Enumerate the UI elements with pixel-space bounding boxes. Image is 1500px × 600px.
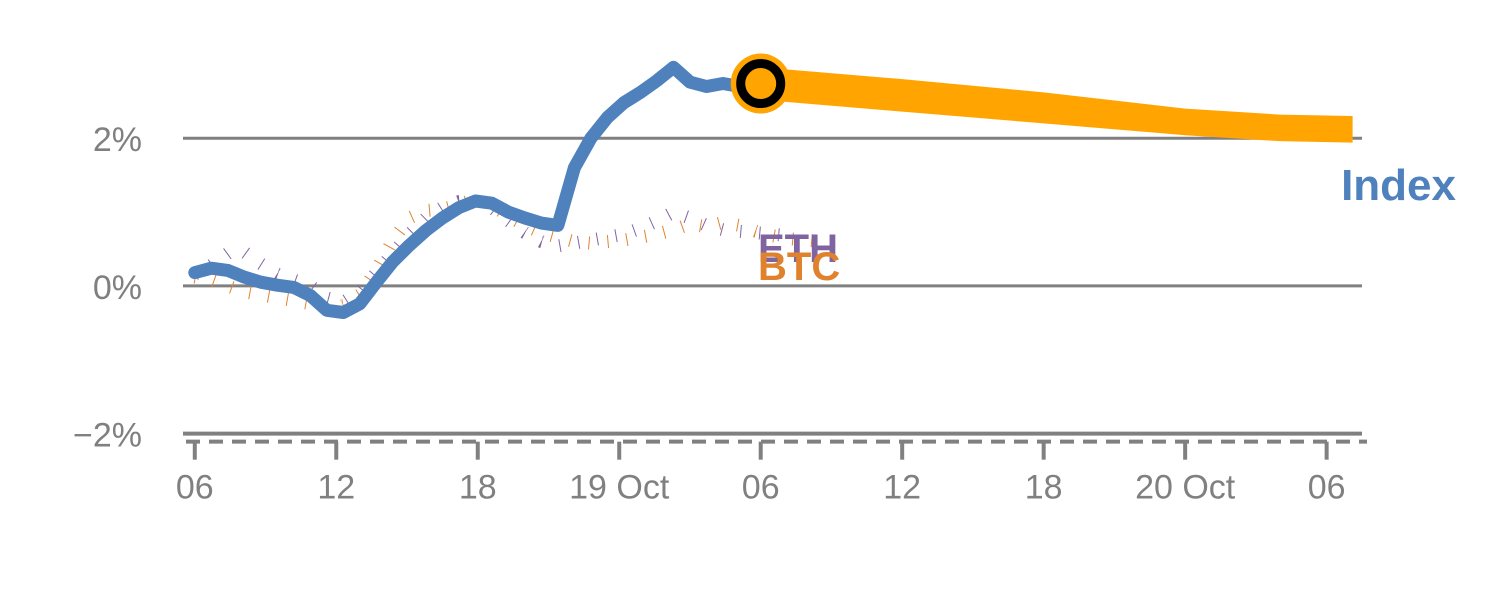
y-tick-label: 2% <box>93 121 142 159</box>
x-tick-label: 19 Oct <box>569 469 670 507</box>
y-axis-tick-labels: 2% 0% −2% <box>73 121 142 454</box>
marker-core <box>748 71 773 96</box>
x-tick-label: 06 <box>1308 469 1346 507</box>
x-tick-label: 18 <box>459 469 497 507</box>
x-tick-label: 12 <box>883 469 921 507</box>
y-tick-label: 0% <box>93 269 142 307</box>
series-label-index: Index <box>1341 161 1456 210</box>
marker-ring[interactable] <box>736 59 786 109</box>
y-tick-label: −2% <box>73 417 142 455</box>
current-value-marker[interactable] <box>730 53 791 114</box>
x-tick-label: 06 <box>176 469 214 507</box>
x-tick-label: 12 <box>317 469 355 507</box>
series-label-eth: ETH <box>758 227 838 271</box>
x-axis-tick-labels: 06 12 18 19 Oct 06 12 18 20 Oct 06 <box>176 469 1346 507</box>
forecast-band <box>760 67 1353 143</box>
x-axis-group <box>183 431 1367 460</box>
series-line-index <box>188 60 768 319</box>
series-group <box>188 60 823 319</box>
x-tick-label: 20 Oct <box>1135 469 1236 507</box>
x-tick-label: 06 <box>742 469 780 507</box>
x-tick-label: 18 <box>1025 469 1063 507</box>
forecast-band-group <box>760 67 1353 143</box>
series-label-btc: BTC <box>758 245 840 289</box>
